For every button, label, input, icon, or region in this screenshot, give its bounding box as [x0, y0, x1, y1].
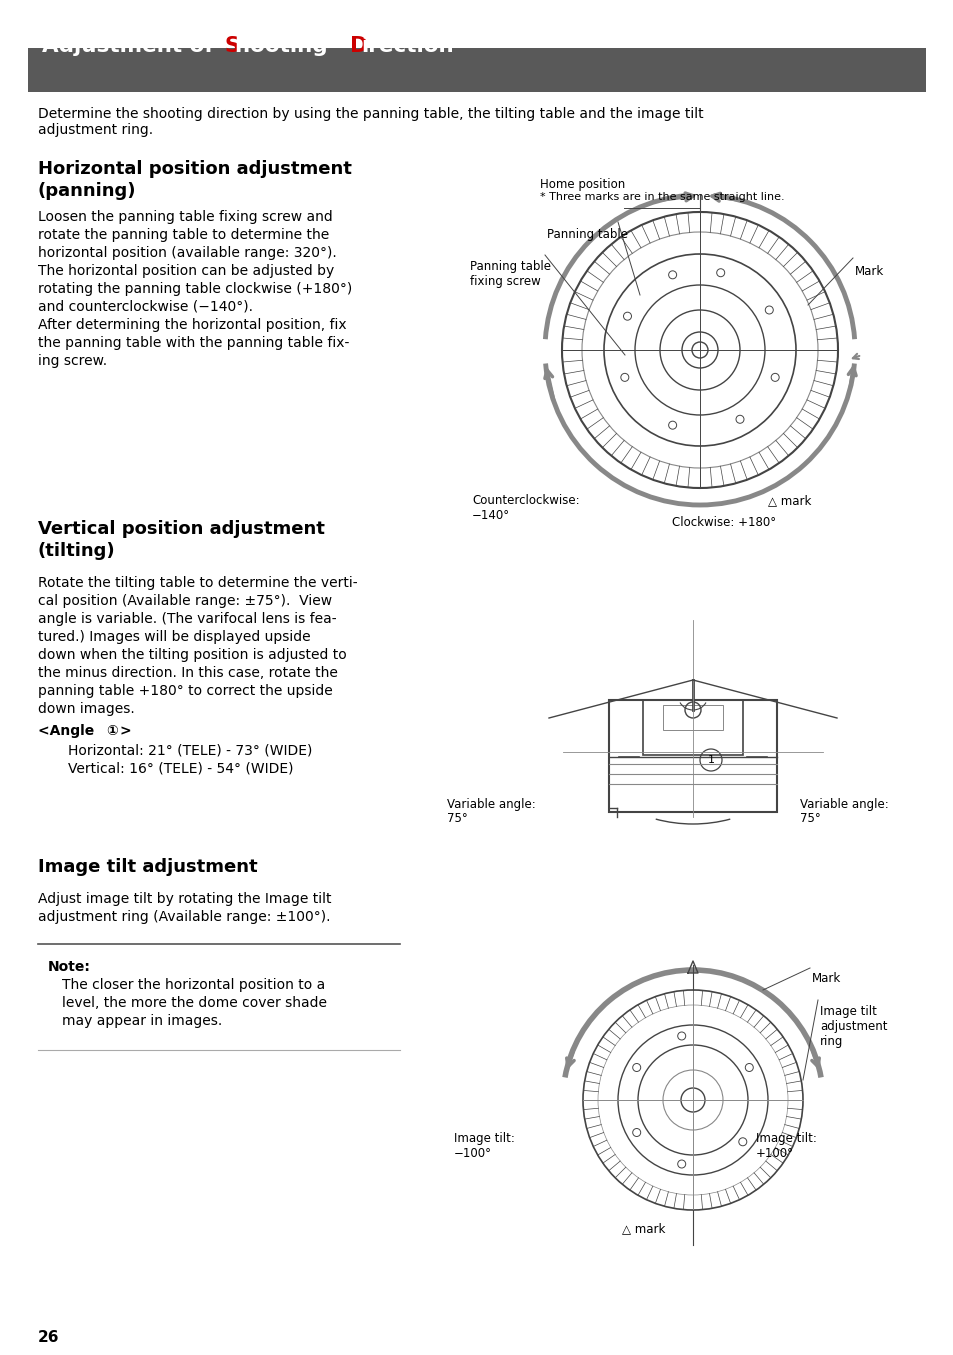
Text: Home position: Home position	[539, 178, 624, 191]
Text: Adjust image tilt by rotating the Image tilt: Adjust image tilt by rotating the Image …	[38, 892, 331, 906]
Text: tured.) Images will be displayed upside: tured.) Images will be displayed upside	[38, 630, 311, 644]
Bar	[662, 705, 722, 730]
Text: After determining the horizontal position, fix: After determining the horizontal positio…	[38, 318, 346, 332]
Text: Counterclockwise:: Counterclockwise:	[472, 495, 579, 507]
Text: the minus direction. In this case, rotate the: the minus direction. In this case, rotat…	[38, 667, 337, 680]
Text: The closer the horizontal position to a: The closer the horizontal position to a	[62, 978, 325, 992]
Text: △ mark: △ mark	[767, 495, 810, 507]
Bar	[608, 701, 776, 812]
Text: fixing screw: fixing screw	[470, 275, 540, 289]
Text: Rotate the tilting table to determine the verti-: Rotate the tilting table to determine th…	[38, 576, 357, 589]
Text: (tilting): (tilting)	[38, 542, 115, 560]
Text: △ mark: △ mark	[621, 1222, 664, 1234]
Text: Mark: Mark	[854, 266, 883, 278]
Text: 75°: 75°	[447, 812, 467, 825]
Text: Panning table: Panning table	[470, 260, 551, 272]
Text: Vertical: 16° (TELE) - 54° (WIDE): Vertical: 16° (TELE) - 54° (WIDE)	[68, 762, 294, 776]
Text: S: S	[225, 37, 240, 56]
Text: 26: 26	[38, 1331, 59, 1346]
Text: down images.: down images.	[38, 702, 134, 715]
Text: Determine the shooting direction by using the panning table, the tilting table a: Determine the shooting direction by usin…	[38, 107, 703, 121]
Text: adjustment ring.: adjustment ring.	[38, 123, 153, 137]
Text: cal position (Available range: ±75°).  View: cal position (Available range: ±75°). Vi…	[38, 593, 332, 608]
Text: 1: 1	[707, 755, 714, 766]
Text: and counterclockwise (−140°).: and counterclockwise (−140°).	[38, 299, 253, 314]
Text: irection: irection	[360, 37, 453, 56]
Text: * Three marks are in the same straight line.: * Three marks are in the same straight l…	[539, 192, 783, 202]
Text: hooting: hooting	[234, 37, 335, 56]
Text: −140°: −140°	[472, 509, 510, 522]
Text: horizontal position (available range: 320°).: horizontal position (available range: 32…	[38, 247, 336, 260]
Text: rotating the panning table clockwise (+180°): rotating the panning table clockwise (+1…	[38, 282, 352, 295]
Text: 75°: 75°	[800, 812, 820, 825]
Text: ing screw.: ing screw.	[38, 354, 107, 369]
Text: Clockwise: +180°: Clockwise: +180°	[671, 516, 776, 528]
Text: level, the more the dome cover shade: level, the more the dome cover shade	[62, 996, 327, 1009]
Text: The horizontal position can be adjusted by: The horizontal position can be adjusted …	[38, 264, 334, 278]
Text: Image tilt:: Image tilt:	[454, 1131, 515, 1145]
Text: Image tilt: Image tilt	[820, 1005, 876, 1018]
Text: +100°: +100°	[755, 1146, 793, 1160]
Text: Variable angle:: Variable angle:	[447, 798, 536, 812]
Text: <Angle: <Angle	[38, 724, 99, 738]
Text: adjustment: adjustment	[820, 1020, 886, 1033]
Text: may appear in images.: may appear in images.	[62, 1014, 222, 1028]
Bar	[28, 47, 925, 92]
Text: Horizontal: 21° (TELE) - 73° (WIDE): Horizontal: 21° (TELE) - 73° (WIDE)	[68, 744, 312, 757]
Text: Vertical position adjustment: Vertical position adjustment	[38, 520, 325, 538]
Text: Note:: Note:	[48, 959, 91, 974]
Text: ring: ring	[820, 1035, 842, 1047]
Text: Loosen the panning table fixing screw and: Loosen the panning table fixing screw an…	[38, 210, 333, 224]
Text: adjustment ring (Available range: ±100°).: adjustment ring (Available range: ±100°)…	[38, 911, 330, 924]
Text: the panning table with the panning table fix-: the panning table with the panning table…	[38, 336, 349, 350]
Text: angle is variable. (The varifocal lens is fea-: angle is variable. (The varifocal lens i…	[38, 612, 336, 626]
Text: rotate the panning table to determine the: rotate the panning table to determine th…	[38, 228, 329, 243]
Text: Adjustment of: Adjustment of	[42, 37, 221, 56]
Text: Image tilt adjustment: Image tilt adjustment	[38, 858, 257, 875]
Text: (panning): (panning)	[38, 182, 136, 201]
Text: down when the tilting position is adjusted to: down when the tilting position is adjust…	[38, 648, 346, 663]
Text: >: >	[120, 724, 132, 738]
Text: Horizontal position adjustment: Horizontal position adjustment	[38, 160, 352, 178]
Text: ①: ①	[106, 724, 117, 738]
Text: Image tilt:: Image tilt:	[755, 1131, 816, 1145]
Text: D: D	[350, 37, 368, 56]
Text: Mark: Mark	[811, 972, 841, 985]
Bar	[642, 701, 742, 755]
Text: panning table +180° to correct the upside: panning table +180° to correct the upsid…	[38, 684, 333, 698]
Text: Panning table: Panning table	[546, 228, 627, 241]
Text: Variable angle:: Variable angle:	[800, 798, 888, 812]
Text: −100°: −100°	[454, 1146, 492, 1160]
